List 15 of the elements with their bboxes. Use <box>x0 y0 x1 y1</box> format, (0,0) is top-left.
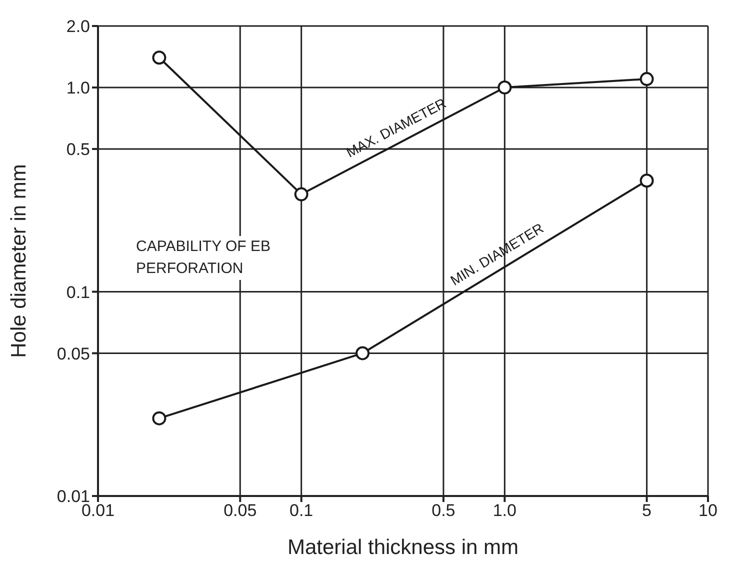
x-tick-label: 10 <box>698 501 718 520</box>
y-tick-label: 0.1 <box>66 282 90 302</box>
annotation: CAPABILITY OF EB PERFORATION <box>136 236 286 280</box>
x-tick-label: 1.0 <box>492 501 516 520</box>
y-tick-label: 2.0 <box>66 17 90 36</box>
x-tick-label: 0.1 <box>290 501 314 520</box>
x-tick-label: 0.5 <box>432 501 456 520</box>
y-tick-label: 0.5 <box>66 140 90 160</box>
x-tick-label: 0.05 <box>224 501 257 520</box>
y-tick-label: 0.05 <box>56 344 90 364</box>
y-tick-label: 1.0 <box>66 78 90 98</box>
x-tick-label: 5 <box>642 501 652 520</box>
x-axis-title: Material thickness in mm <box>287 536 519 559</box>
y-axis-title: Hole diameter in mm <box>7 164 30 358</box>
x-tick-label: 0.01 <box>81 501 115 520</box>
